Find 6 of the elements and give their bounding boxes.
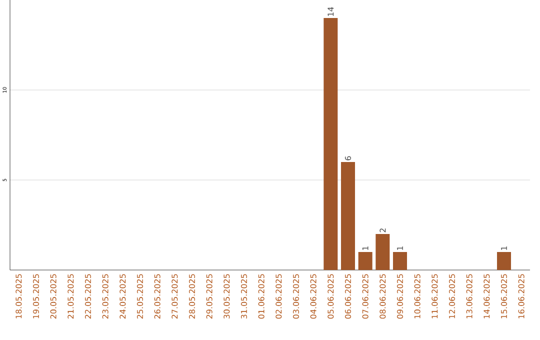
bar <box>393 252 408 270</box>
bar <box>358 252 372 270</box>
bar <box>376 234 390 270</box>
bar <box>497 252 512 270</box>
bar <box>324 18 338 270</box>
bar <box>341 162 356 270</box>
